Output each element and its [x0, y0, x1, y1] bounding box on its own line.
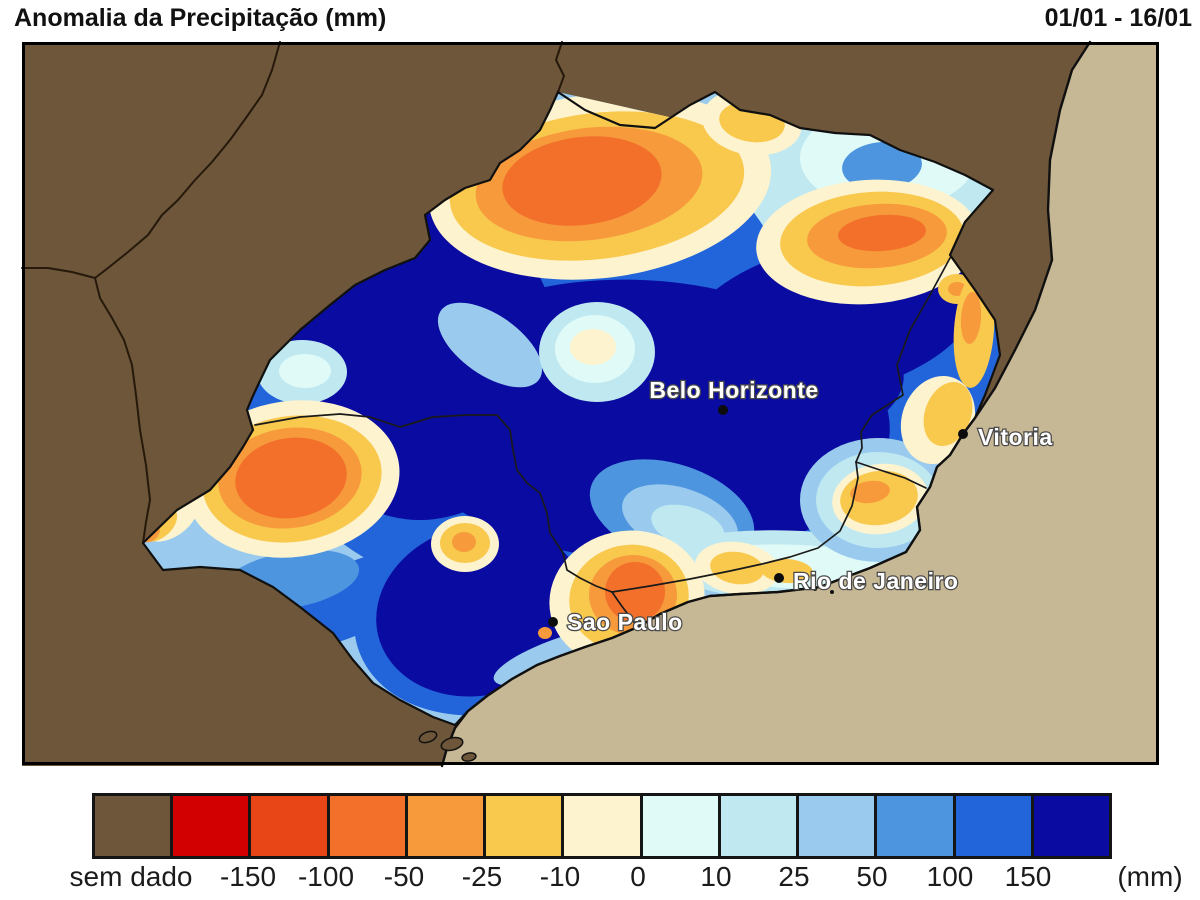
- colorbar-label-0: 0: [630, 861, 646, 892]
- colorbar-label--100: -100: [297, 861, 355, 892]
- colorbar-cell-5: [486, 796, 565, 856]
- colorbar-cell-0: [95, 796, 174, 856]
- colorbar-labels: (mm) sem dado -150 -100 -50 -25 -10 0 10 25 50 100…: [0, 861, 1200, 895]
- colorbar-label--50: -50: [383, 861, 425, 892]
- colorbar-label-100: 100: [926, 861, 974, 892]
- colorbar-label--10: -10: [539, 861, 581, 892]
- city-dot-vitoria: [958, 429, 968, 439]
- colorbar-cell-11: [955, 796, 1034, 856]
- island: [440, 736, 464, 752]
- map-frame: [22, 42, 1159, 765]
- city-dot-belo-horizonte: [718, 405, 728, 415]
- page-title: Anomalia da Precipitação (mm): [14, 4, 387, 32]
- colorbar-label--150: -150: [219, 861, 277, 892]
- coastline: [440, 40, 1092, 768]
- map-svg: Belo Horizonte Vitoria Rio de Janeiro Sa…: [21, 40, 1159, 768]
- colorbar-cell-12: [1033, 796, 1110, 856]
- colorbar-cell-3: [329, 796, 408, 856]
- city-label-belo-horizonte: Belo Horizonte: [649, 377, 818, 403]
- colorbar-label-sem-dado: sem dado: [69, 861, 193, 892]
- islet-dot: [830, 590, 834, 594]
- state-border-west: [21, 41, 281, 279]
- colorbar-cell-6: [564, 796, 643, 856]
- colorbar-label-10: 10: [700, 861, 732, 892]
- state-border-southwest: [94, 277, 151, 544]
- city-label-rio-de-janeiro: Rio de Janeiro: [793, 568, 958, 594]
- precipitation-anomaly-map: Belo Horizonte Vitoria Rio de Janeiro Sa…: [20, 40, 1162, 768]
- island: [461, 752, 477, 762]
- colorbar-unit: (mm): [1117, 861, 1183, 892]
- islet-dot: [813, 587, 817, 591]
- colorbar-cell-7: [642, 796, 721, 856]
- colorbar-label-25: 25: [778, 861, 810, 892]
- colorbar-cell-4: [407, 796, 487, 856]
- colorbar: [92, 793, 1112, 859]
- colorbar-label--25: -25: [461, 861, 503, 892]
- state-border-north: [555, 41, 565, 93]
- city-label-vitoria: Vitoria: [978, 424, 1053, 450]
- city-dot-rio-de-janeiro: [774, 573, 784, 583]
- island: [418, 730, 438, 744]
- colorbar-label-150: 150: [1004, 861, 1052, 892]
- colorbar-cell-10: [877, 796, 956, 856]
- colorbar-cell-1: [173, 796, 252, 856]
- colorbar-cell-2: [251, 796, 330, 856]
- city-dot-sao-paulo: [548, 617, 558, 627]
- colorbar-label-50: 50: [856, 861, 888, 892]
- colorbar-cell-9: [799, 796, 878, 856]
- city-label-sao-paulo: Sao Paulo: [567, 609, 683, 635]
- colorbar-cell-8: [720, 796, 800, 856]
- date-range: 01/01 - 16/01: [1044, 4, 1192, 32]
